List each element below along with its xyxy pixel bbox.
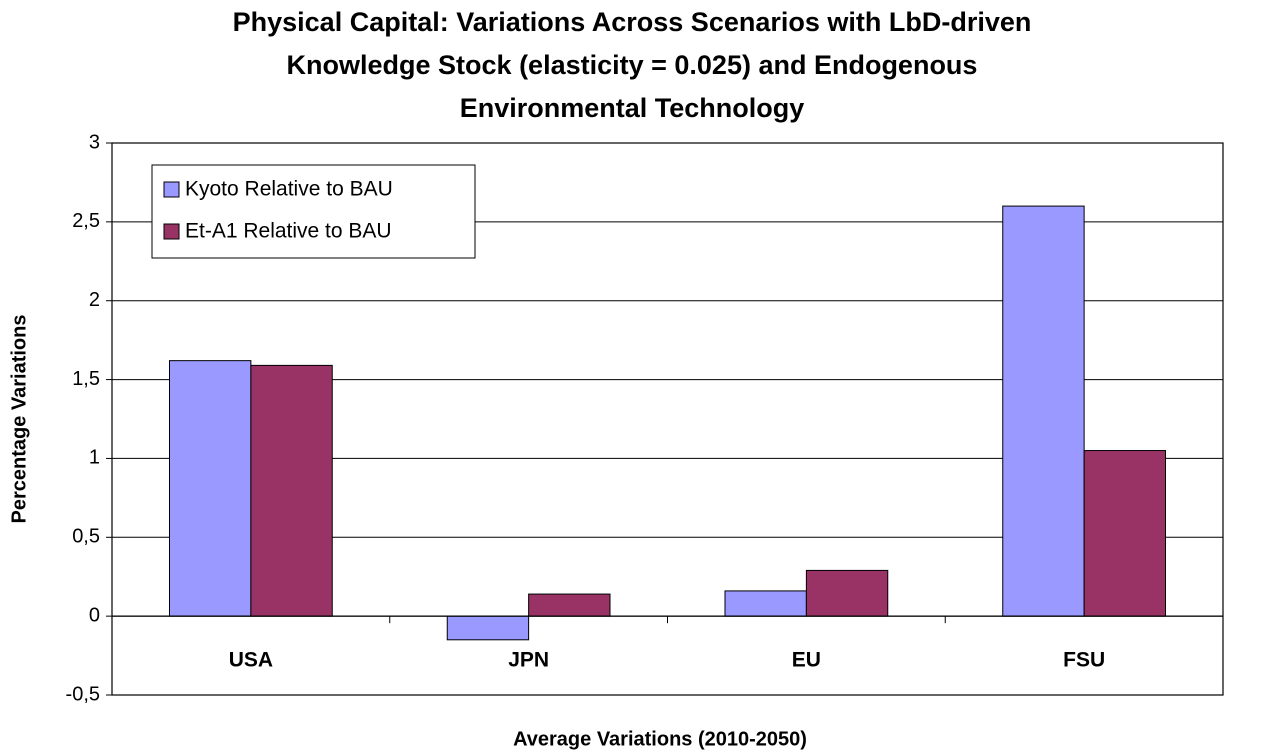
bar: [446, 615, 530, 641]
x-axis-label: Average Variations (2010-2050): [513, 728, 807, 750]
y-tick-label: 2: [89, 289, 100, 311]
legend-box: [151, 164, 476, 259]
x-tick-label: USA: [229, 649, 273, 672]
chart-title: Physical Capital: Variations Across Scen…: [233, 7, 1032, 37]
legend-swatch: [163, 223, 180, 240]
chart-title: Knowledge Stock (elasticity = 0.025) and…: [287, 50, 978, 80]
y-tick-label: 1,5: [72, 368, 100, 390]
bar: [1002, 205, 1085, 617]
chart-title: Environmental Technology: [460, 93, 805, 123]
plot-border: [111, 142, 1224, 696]
bar: [168, 360, 252, 617]
bar: [528, 593, 611, 617]
y-tick-label: 1: [89, 447, 100, 469]
x-tick-label: JPN: [508, 649, 549, 672]
y-tick-label: 0,5: [72, 526, 100, 548]
y-tick-label: 2,5: [72, 210, 100, 232]
bar: [250, 364, 333, 617]
legend-swatch: [163, 181, 180, 198]
x-tick-label: EU: [792, 649, 821, 672]
bar: [805, 569, 889, 617]
legend-label: Kyoto Relative to BAU: [185, 178, 393, 201]
y-tick-label: 0: [89, 604, 100, 626]
y-tick-label: -0,5: [66, 683, 100, 705]
bar: [724, 590, 807, 617]
y-axis-label: Percentage Variations: [8, 315, 30, 524]
y-tick-label: 3: [89, 131, 100, 153]
x-tick-label: FSU: [1063, 649, 1105, 672]
bar: [1083, 450, 1167, 617]
legend-label: Et-A1 Relative to BAU: [185, 220, 392, 243]
